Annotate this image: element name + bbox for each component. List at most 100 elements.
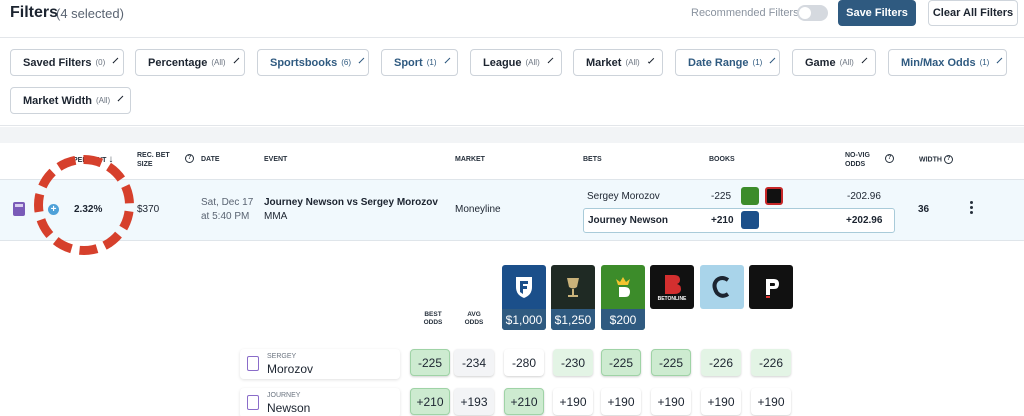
book-odds-cell-pointsbet[interactable]: -226 <box>751 349 791 376</box>
best-odds-cell[interactable]: -225 <box>410 349 450 376</box>
betonline-icon <box>765 187 783 205</box>
book-odds-cell-circa[interactable]: -226 <box>701 349 741 376</box>
event-name[interactable]: Journey Newson vs Sergey Morozov <box>264 197 438 208</box>
chevron-down-icon <box>117 95 124 102</box>
avg-odds-cell: +193 <box>454 388 494 415</box>
clear-all-filters-button[interactable]: Clear All Filters <box>928 0 1018 26</box>
sportsbook-tile-circa[interactable] <box>700 265 744 309</box>
filter-sportsbooks[interactable]: Sportsbooks (6) <box>257 49 369 76</box>
book-odds-cell-draftkings[interactable]: +190 <box>601 388 641 415</box>
bonus-amount: $200 <box>601 309 645 330</box>
filter-count: (All) <box>839 58 854 67</box>
book-odds-cell-caesars[interactable]: -230 <box>553 349 593 376</box>
filter-count: (6) <box>341 58 352 67</box>
header-label-line1: NO-VIG <box>845 152 870 159</box>
book-odds-cell-fanduel[interactable]: +210 <box>504 388 544 415</box>
sort-down-icon: ↓ <box>108 154 114 165</box>
header-label-line1: REC. BET <box>137 152 170 159</box>
sportsbook-tile-betonline[interactable]: BETONLINE <box>650 265 694 309</box>
player-card-newson[interactable]: JOURNEY Newson <box>240 388 400 416</box>
filter-label: Min/Max Odds <box>901 56 976 69</box>
best-bet-box[interactable] <box>583 208 895 233</box>
bet-size-value: $370 <box>137 204 160 215</box>
recommended-filters-toggle[interactable] <box>797 5 828 21</box>
book-odds-cell-pointsbet[interactable]: +190 <box>751 388 791 415</box>
bet-odds: +210 <box>711 215 734 226</box>
chevron-down-icon <box>547 57 554 64</box>
chevron-down-icon <box>647 57 655 64</box>
sportsbook-tile-draftkings[interactable]: $200 <box>601 265 645 330</box>
column-header-rec-bet-size: REC. BET SIZE <box>137 151 170 169</box>
filter-label: Market <box>586 56 622 69</box>
column-header-width: WIDTH ? <box>919 155 953 164</box>
best-odds-cell[interactable]: +210 <box>410 388 450 415</box>
filter-count: (1) <box>752 58 763 67</box>
filter-min-max-odds[interactable]: Min/Max Odds (1) <box>888 49 1007 76</box>
filter-league[interactable]: League (All) <box>470 49 562 76</box>
section-divider <box>0 127 1024 143</box>
filter-percentage[interactable]: Percentage (All) <box>135 49 245 76</box>
chevron-down-icon <box>358 57 365 64</box>
filter-label: Market Width <box>23 94 92 107</box>
more-options-icon[interactable] <box>970 201 974 216</box>
pointsbet-icon <box>749 265 793 309</box>
bet-name: Journey Newson <box>588 215 669 226</box>
filter-game[interactable]: Game (All) <box>792 49 876 76</box>
rec-bet-help-icon[interactable]: ? <box>185 154 194 163</box>
filter-label: Saved Filters <box>23 56 92 69</box>
filter-saved-filters[interactable]: Saved Filters (0) <box>10 49 124 76</box>
book-odds-cell-betonline[interactable]: +190 <box>651 388 691 415</box>
avg-odds-header: AVG ODDS <box>454 311 494 327</box>
player-card-morozov[interactable]: SERGEY Morozov <box>240 349 400 379</box>
highlight-annotation <box>34 155 134 255</box>
no-vig-help-icon[interactable]: ? <box>885 154 894 163</box>
market-value: Moneyline <box>455 204 501 215</box>
book-odds-cell-fanduel[interactable]: -280 <box>504 349 544 376</box>
filter-market-width[interactable]: Market Width (All) <box>10 87 131 114</box>
fanduel-icon <box>502 265 546 309</box>
book-odds-cell-betonline[interactable]: -225 <box>651 349 691 376</box>
sportsbook-tile-caesars[interactable]: $1,250 <box>551 265 595 330</box>
recommended-filters-label: Recommended Filters <box>691 7 799 19</box>
filter-count: (All) <box>211 58 226 67</box>
sportsbook-tile-fanduel[interactable]: $1,000 <box>502 265 546 330</box>
event-time: at 5:40 PM <box>201 211 250 222</box>
best-odds-header: BEST ODDS <box>413 311 453 327</box>
filter-label: Date Range <box>688 56 749 69</box>
circa-icon <box>700 265 744 309</box>
header-line2: ODDS <box>423 319 443 326</box>
book-odds-cell-draftkings[interactable]: -225 <box>601 349 641 376</box>
filter-count: (All) <box>525 58 540 67</box>
draftkings-icon <box>601 265 645 309</box>
column-header-bets: BETS <box>583 156 602 163</box>
chevron-down-icon <box>112 57 119 64</box>
calculator-icon[interactable] <box>13 202 25 216</box>
width-value: 36 <box>918 204 930 215</box>
header-line1: BEST <box>424 311 442 318</box>
filter-label: Game <box>805 56 836 69</box>
header-line1: AVG <box>467 311 481 318</box>
filter-count: (0) <box>95 58 106 67</box>
betonline-icon: BETONLINE <box>650 265 694 309</box>
sportsbook-tile-pointsbet[interactable] <box>749 265 793 309</box>
book-odds-cell-circa[interactable]: +190 <box>701 388 741 415</box>
column-header-books: BOOKS <box>709 156 735 163</box>
save-filters-button[interactable]: Save Filters <box>838 0 916 26</box>
header-label: WIDTH <box>919 156 942 164</box>
width-help-icon[interactable]: ? <box>943 155 953 164</box>
page-title: Filters <box>10 4 59 21</box>
selected-count: (4 selected) <box>56 6 124 21</box>
filter-market[interactable]: Market (All) <box>573 49 663 76</box>
bet-novig: +202.96 <box>846 215 883 226</box>
filter-label: Sport <box>394 56 423 69</box>
bet-odds: -225 <box>711 191 732 202</box>
fanduel-icon <box>741 211 759 229</box>
filter-label: Percentage <box>148 56 208 69</box>
player-first-name: SERGEY <box>267 353 297 360</box>
filter-bar: Saved Filters (0) Percentage (All) Sportsb… <box>0 38 1024 126</box>
player-last-name: Newson <box>267 401 311 415</box>
event-sport: MMA <box>264 211 288 222</box>
book-odds-cell-caesars[interactable]: +190 <box>553 388 593 415</box>
filter-sport[interactable]: Sport (1) <box>381 49 458 76</box>
filter-date-range[interactable]: Date Range (1) <box>675 49 780 76</box>
